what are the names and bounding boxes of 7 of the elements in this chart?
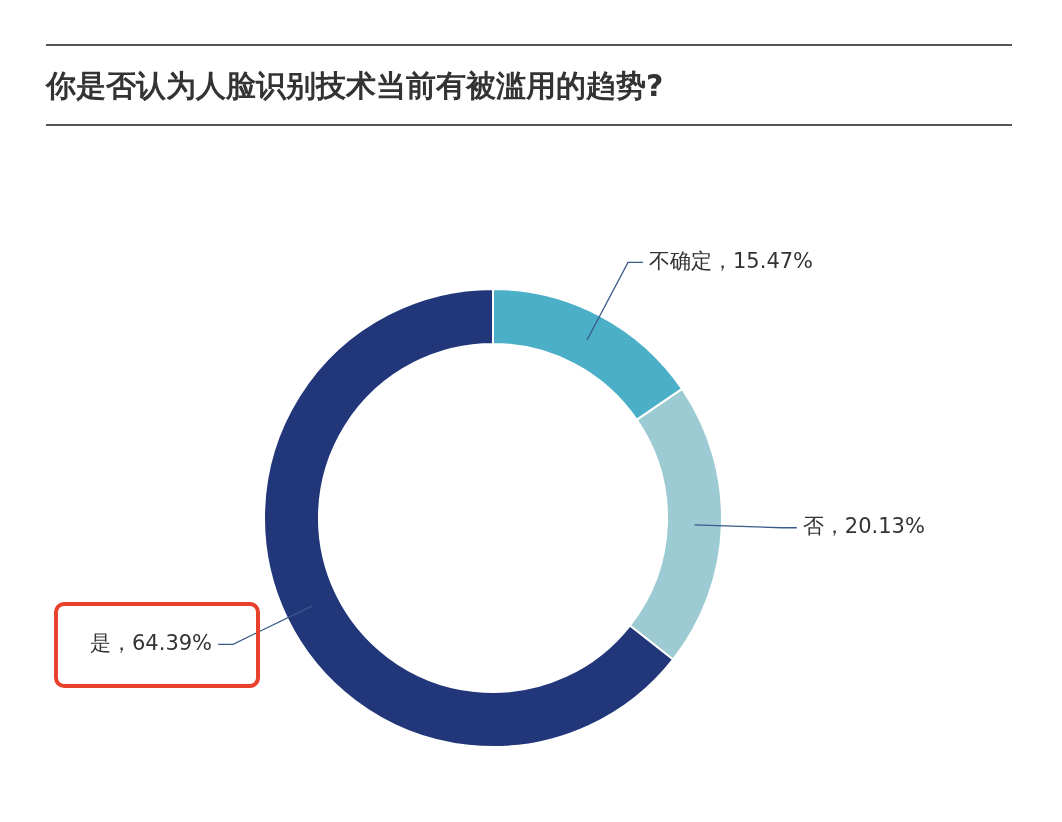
data-label: ，15.47%: [712, 248, 814, 273]
slice-label: 否: [802, 514, 824, 539]
chart-title: 你是否认为人脸识别技术当前有被滥用的趋势?: [46, 44, 1012, 126]
slice-label: 不确定: [649, 248, 712, 273]
data-label: ，64.39%: [110, 630, 213, 655]
slice-label: 是: [89, 630, 111, 655]
data-label: ，20.13%: [823, 514, 925, 539]
